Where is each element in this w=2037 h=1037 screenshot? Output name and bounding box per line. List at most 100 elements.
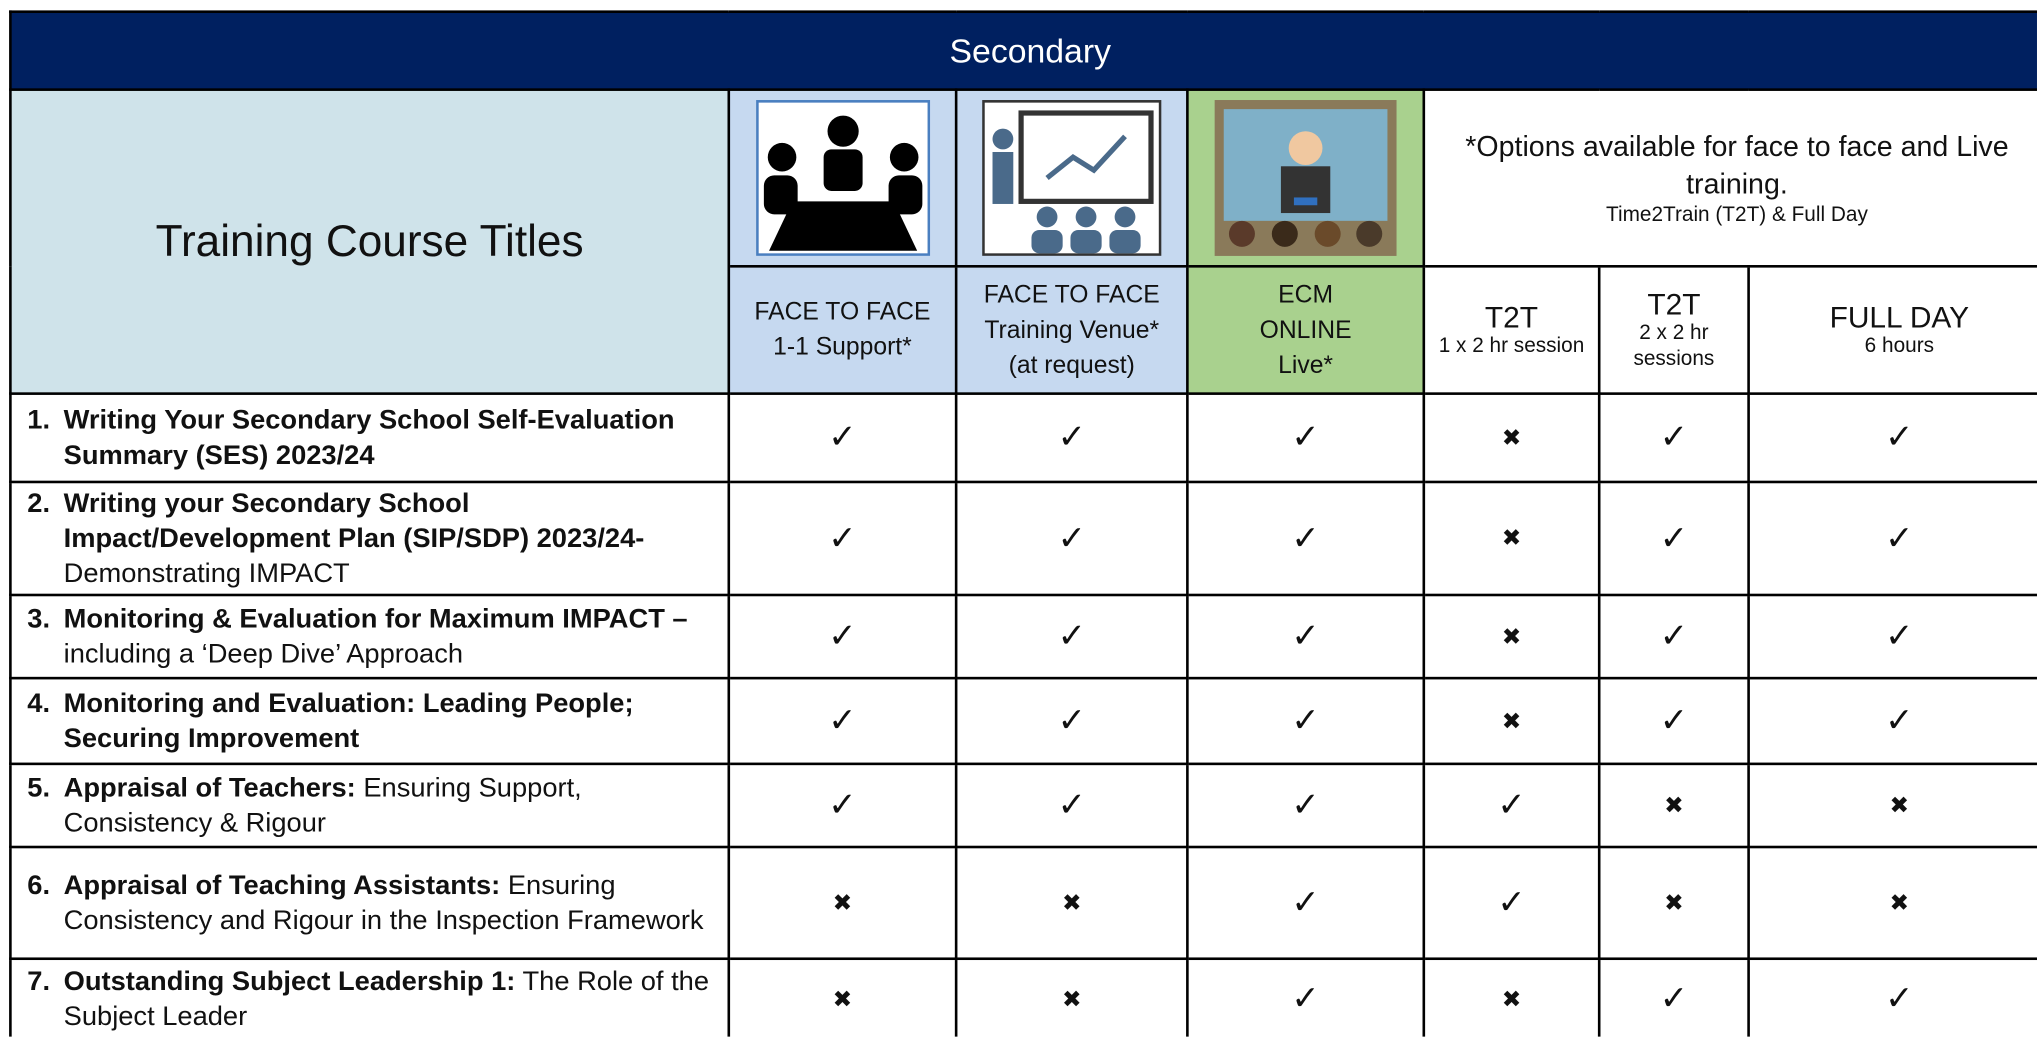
- course-table: Secondary Training Course Titles *Option…: [9, 10, 2037, 1037]
- column-header-line: 1-1 Support*: [773, 333, 912, 362]
- column-header-title: FULL DAY: [1829, 300, 1970, 334]
- availability-mark: ✓: [727, 762, 958, 849]
- course-text: The Role of the Subject Leader: [63, 966, 710, 1032]
- course-row: 7. Outstanding Subject Leadership 1: The …: [9, 957, 2037, 1037]
- availability-mark: ✓: [1422, 845, 1601, 961]
- course-bold: Appraisal of Teachers:: [63, 772, 356, 803]
- course-text: Ensuring Consistency and Rigour in the I…: [63, 870, 704, 936]
- column-header: T2T 1 x 2 hr session: [1422, 265, 1601, 395]
- column-header: FULL DAY 6 hours: [1747, 265, 2037, 395]
- column-header-title: T2T: [1484, 300, 1539, 334]
- course-text: Demonstrating IMPACT: [63, 558, 350, 589]
- availability-mark: ✓: [1747, 676, 2037, 766]
- course-row: 3. Monitoring & Evaluation for Maximum IM…: [9, 593, 2037, 680]
- course-title: 3. Monitoring & Evaluation for Maximum IM…: [9, 593, 731, 680]
- course-number: 6.: [27, 870, 51, 901]
- availability-mark: ✓: [954, 762, 1189, 849]
- table-title: Secondary: [9, 10, 2037, 91]
- course-text: Ensuring Support, Consistency & Rigour: [63, 772, 582, 838]
- availability-mark: ✓: [1747, 480, 2037, 597]
- availability-mark: ✖: [1422, 957, 1601, 1037]
- column-header-line: Training Venue*: [984, 316, 1160, 344]
- course-bold: Appraisal of Teaching Assistants:: [63, 870, 501, 901]
- course-row: 2. Writing your Secondary School Impact/D…: [9, 480, 2037, 597]
- availability-mark: ✓: [954, 593, 1189, 680]
- course-number: 3.: [27, 604, 51, 634]
- column-header-detail: 6 hours: [1864, 335, 1935, 358]
- availability-mark: ✓: [954, 480, 1189, 597]
- column-header-line: FACE TO FACE: [983, 281, 1160, 309]
- course-row: 5. Appraisal of Teachers: Ensuring Suppor…: [9, 762, 2037, 849]
- availability-mark: ✓: [1186, 676, 1426, 766]
- availability-mark: ✖: [1422, 676, 1601, 766]
- meeting-icon: [755, 100, 930, 256]
- course-row: 1. Writing Your Secondary School Self-Eva…: [9, 392, 2037, 484]
- course-title: 4. Monitoring and Evaluation: Leading Peo…: [9, 676, 731, 766]
- course-bold: Monitoring & Evaluation for Maximum IMPA…: [63, 604, 688, 634]
- column-header-line: (at request): [1008, 351, 1135, 379]
- course-bold: Outstanding Subject Leadership 1:: [63, 966, 516, 997]
- course-number: 7.: [27, 966, 51, 997]
- course-row: 6. Appraisal of Teaching Assistants: Ensu…: [9, 845, 2037, 961]
- icon-cell: [954, 88, 1189, 268]
- online-icon: [1214, 100, 1397, 256]
- availability-mark: ✓: [954, 392, 1189, 484]
- course-row: 4. Monitoring and Evaluation: Leading Peo…: [9, 676, 2037, 766]
- availability-mark: ✓: [1747, 957, 2037, 1037]
- column-header-line: ECM: [1278, 281, 1334, 309]
- availability-mark: ✓: [727, 593, 958, 680]
- availability-mark: ✓: [727, 392, 958, 484]
- column-header: ECM ONLINE Live*: [1186, 265, 1426, 395]
- availability-mark: ✓: [1186, 845, 1426, 961]
- availability-mark: ✓: [954, 676, 1189, 766]
- course-bold: Monitoring and Evaluation: Leading Peopl…: [63, 688, 634, 754]
- column-header: FACE TO FACE Training Venue* (at request): [954, 265, 1189, 395]
- options-detail: Time2Train (T2T) & Full Day: [1606, 203, 1868, 227]
- availability-mark: ✖: [1422, 593, 1601, 680]
- availability-mark: ✓: [1186, 593, 1426, 680]
- course-title: 5. Appraisal of Teachers: Ensuring Suppor…: [9, 762, 731, 849]
- availability-mark: ✖: [1422, 480, 1601, 597]
- course-titles-header: Training Course Titles: [9, 88, 731, 395]
- availability-mark: ✓: [1597, 392, 1750, 484]
- availability-mark: ✓: [1186, 762, 1426, 849]
- course-number: 2.: [27, 488, 51, 519]
- availability-mark: ✓: [727, 480, 958, 597]
- options-note: *Options available for face to face and …: [1465, 129, 2009, 201]
- options-cell: *Options available for face to face and …: [1422, 88, 2037, 268]
- column-header: FACE TO FACE 1-1 Support*: [727, 265, 958, 395]
- availability-mark: ✓: [1747, 392, 2037, 484]
- availability-mark: ✖: [1422, 392, 1601, 484]
- column-header-title: T2T: [1647, 287, 1701, 321]
- icon-cell: [1186, 88, 1426, 268]
- course-title: 2. Writing your Secondary School Impact/D…: [9, 480, 731, 597]
- column-header: T2T 2 x 2 hr sessions: [1597, 265, 1750, 395]
- availability-mark: ✖: [954, 957, 1189, 1037]
- availability-mark: ✓: [1186, 480, 1426, 597]
- course-title: 6. Appraisal of Teaching Assistants: Ensu…: [9, 845, 731, 961]
- availability-mark: ✖: [1747, 845, 2037, 961]
- availability-mark: ✖: [1747, 762, 2037, 849]
- availability-mark: ✓: [1422, 762, 1601, 849]
- availability-mark: ✓: [1186, 392, 1426, 484]
- course-number: 4.: [27, 688, 51, 719]
- availability-mark: ✓: [1597, 676, 1750, 766]
- column-header-detail: 1 x 2 hr session: [1438, 335, 1585, 358]
- availability-mark: ✓: [1597, 957, 1750, 1037]
- availability-mark: ✖: [1597, 845, 1750, 961]
- course-text: including a ‘Deep Dive’ Approach: [63, 639, 464, 670]
- column-header-detail: 2 x 2 hr sessions: [1633, 322, 1715, 371]
- availability-mark: ✓: [1597, 593, 1750, 680]
- course-number: 5.: [27, 772, 51, 803]
- availability-mark: ✖: [727, 957, 958, 1037]
- availability-mark: ✖: [727, 845, 958, 961]
- availability-mark: ✖: [1597, 762, 1750, 849]
- course-number: 1.: [27, 405, 51, 436]
- column-header-line: FACE TO FACE: [754, 298, 931, 327]
- course-bold: Writing your Secondary School Impact/Dev…: [63, 488, 645, 554]
- course-title: 7. Outstanding Subject Leadership 1: The …: [9, 957, 731, 1037]
- presentation-icon: [982, 100, 1162, 256]
- availability-mark: ✓: [1186, 957, 1426, 1037]
